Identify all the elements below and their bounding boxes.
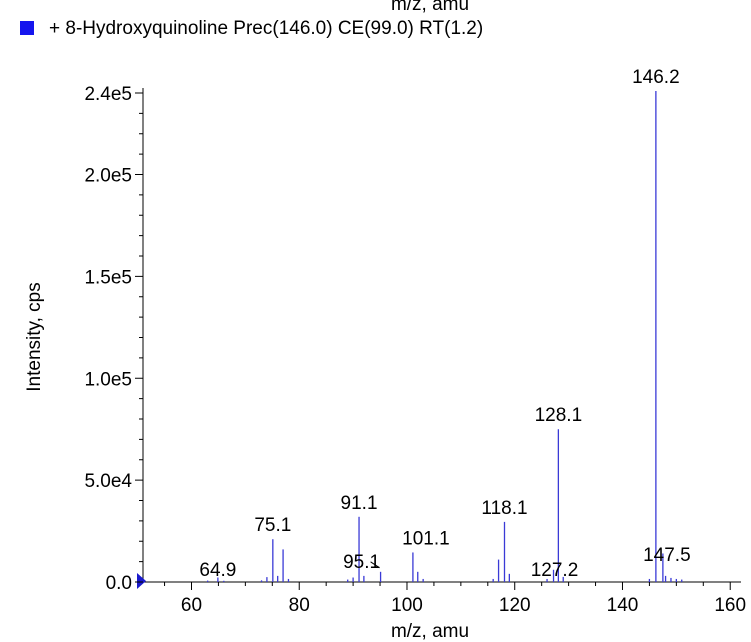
peak-label-0: 146.2: [632, 67, 680, 88]
x-axis-title: m/z, amu: [391, 621, 469, 642]
plot-area: [137, 88, 741, 589]
x-tick-label-1: 80: [289, 595, 310, 616]
y-tick-label-2: 1.0e5: [84, 369, 132, 390]
y-tick-label-4: 2.0e5: [84, 166, 132, 187]
y-axis-title: Intensity, cps: [24, 282, 45, 391]
origin-marker-icon: [137, 573, 146, 589]
peak-label-9: 147.5: [643, 545, 691, 566]
y-tick-label-0: 0.0: [106, 573, 132, 594]
peak-label-7: 64.9: [199, 560, 236, 581]
peak-label-6: 75.1: [254, 515, 291, 536]
axis-ticks: 60 80 100 120 140 160 0.0 5.0e4 1.0e5 1.5e5 2.0e5 2…: [84, 84, 746, 616]
y-tick-label-3: 1.5e5: [84, 267, 132, 288]
peak-label-5: 91.1: [341, 493, 378, 514]
peak-label-4: 95.1: [343, 552, 380, 573]
legend-swatch: [20, 21, 34, 35]
peak-labels: 146.2 128.1 118.1 101.1 95.1 91.1 75.1 64.9 127.…: [199, 67, 690, 581]
y-tick-label-5: 2.4e5: [84, 84, 132, 105]
x-tick-label-0: 60: [181, 595, 202, 616]
x-tick-label-5: 160: [714, 595, 746, 616]
x-tick-label-2: 100: [391, 595, 423, 616]
clipped-top-label: m/z, amu: [391, 0, 469, 15]
peak-label-8: 127.2: [531, 560, 579, 581]
y-tick-label-1: 5.0e4: [84, 471, 132, 492]
legend-label: + 8-Hydroxyquinoline Prec(146.0) CE(99.0…: [49, 18, 483, 39]
leader-line-95-1: [370, 561, 380, 569]
x-tick-label-3: 120: [499, 595, 531, 616]
peak-label-2: 118.1: [481, 498, 527, 519]
peak-label-3: 101.1: [402, 528, 450, 549]
x-tick-label-4: 140: [607, 595, 639, 616]
peak-label-1: 128.1: [535, 405, 583, 426]
peaks: [206, 90, 683, 582]
